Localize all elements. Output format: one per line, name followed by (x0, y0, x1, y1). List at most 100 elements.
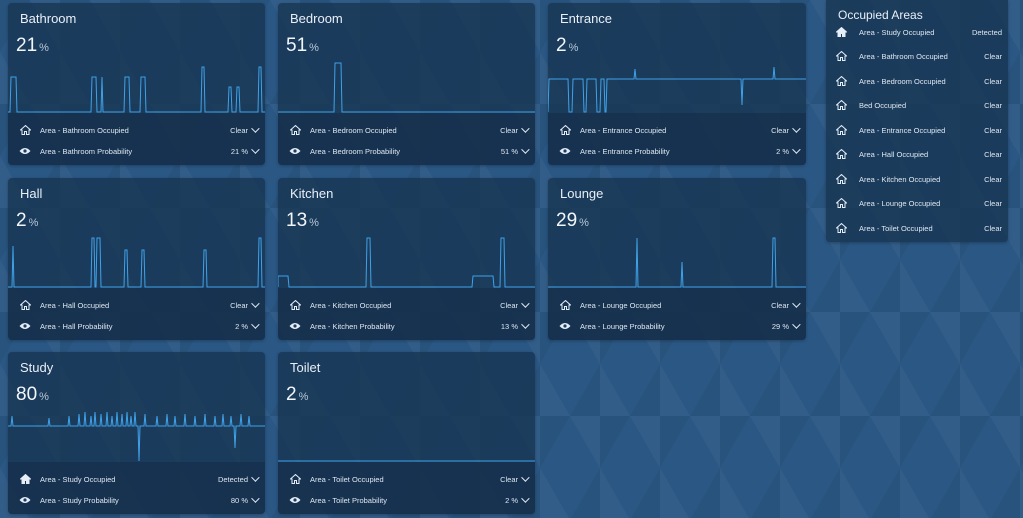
eye-icon (288, 144, 302, 158)
card-title: Toilet (290, 360, 321, 375)
history-graph (278, 237, 535, 288)
chevron-down-icon (521, 124, 530, 133)
occupied-area-row[interactable]: Area - Kitchen Occupied Clear (826, 171, 1008, 187)
history-graph (548, 66, 806, 113)
occupied-row[interactable]: Area - Bedroom Occupied Clear (278, 120, 535, 140)
occupied-row[interactable]: Area - Entrance Occupied Clear (548, 120, 806, 140)
occupied-row[interactable]: Area - Kitchen Occupied Clear (278, 295, 535, 315)
occupied-row[interactable]: Area - Study Occupied Detected (8, 469, 265, 489)
occupied-state[interactable]: Clear (230, 124, 260, 135)
occupied-row[interactable]: Area - Lounge Occupied Clear (548, 295, 806, 315)
area-card-hall[interactable]: Hall 2% Area - Hall Occupied Clear Area … (8, 178, 265, 340)
probability-state[interactable]: 13 % (501, 320, 530, 331)
probability-row[interactable]: Area - Lounge Probability 29 % (548, 316, 806, 336)
probability-label: Area - Bedroom Probability (310, 146, 401, 156)
probability-label: Area - Hall Probability (40, 321, 113, 331)
probability-row[interactable]: Area - Entrance Probability 2 % (548, 141, 806, 161)
occupied-row[interactable]: Area - Toilet Occupied Clear (278, 469, 535, 489)
area-card-lounge[interactable]: Lounge 29% Area - Lounge Occupied Clear … (548, 178, 806, 340)
card-title: Bedroom (290, 11, 343, 26)
occupied-label: Area - Lounge Occupied (580, 300, 662, 310)
home-icon (288, 472, 302, 486)
probability-label: Area - Toilet Probability (310, 495, 387, 505)
probability-row[interactable]: Area - Bedroom Probability 51 % (278, 141, 535, 161)
occupied-state[interactable]: Clear (500, 124, 530, 135)
probability-row[interactable]: Area - Study Probability 80 % (8, 490, 265, 510)
occupied-area-state: Clear (984, 76, 1002, 86)
occupied-area-label: Area - Bedroom Occupied (859, 76, 946, 86)
area-card-bedroom[interactable]: Bedroom 51% Area - Bedroom Occupied Clea… (278, 3, 535, 165)
probability-value: 2% (16, 210, 39, 231)
eye-icon (18, 493, 32, 507)
occupied-label: Area - Kitchen Occupied (310, 300, 392, 310)
area-card-entrance[interactable]: Entrance 2% Area - Entrance Occupied Cle… (548, 3, 806, 165)
chevron-down-icon (521, 145, 530, 154)
occupied-area-row[interactable]: Area - Toilet Occupied Clear (826, 220, 1008, 236)
occupied-area-label: Area - Toilet Occupied (859, 223, 933, 233)
probability-label: Area - Kitchen Probability (310, 321, 395, 331)
occupied-label: Area - Bedroom Occupied (310, 125, 397, 135)
occupied-area-state: Clear (984, 51, 1002, 61)
eye-icon (18, 144, 32, 158)
occupied-row[interactable]: Area - Bathroom Occupied Clear (8, 120, 265, 140)
card-title: Hall (20, 186, 43, 201)
probability-row[interactable]: Area - Kitchen Probability 13 % (278, 316, 535, 336)
probability-row[interactable]: Area - Bathroom Probability 21 % (8, 141, 265, 161)
chevron-down-icon (792, 145, 801, 154)
occupied-area-label: Area - Entrance Occupied (859, 125, 946, 135)
probability-label: Area - Study Probability (40, 495, 119, 505)
card-title: Bathroom (20, 11, 77, 26)
occupied-row[interactable]: Area - Hall Occupied Clear (8, 295, 265, 315)
probability-state[interactable]: 29 % (772, 320, 801, 331)
chevron-down-icon (521, 320, 530, 329)
area-card-kitchen[interactable]: Kitchen 13% Area - Kitchen Occupied Clea… (278, 178, 535, 340)
probability-state[interactable]: 80 % (231, 494, 260, 505)
chevron-down-icon (521, 494, 530, 503)
probability-row[interactable]: Area - Hall Probability 2 % (8, 316, 265, 336)
occupied-state[interactable]: Clear (230, 299, 260, 310)
home-icon (835, 26, 847, 38)
occupied-label: Area - Study Occupied (40, 474, 116, 484)
occupied-label: Area - Bathroom Occupied (40, 125, 129, 135)
probability-state[interactable]: 2 % (505, 494, 530, 505)
eye-icon (18, 319, 32, 333)
occupied-area-row[interactable]: Area - Bathroom Occupied Clear (826, 48, 1008, 64)
eye-icon (288, 319, 302, 333)
chevron-down-icon (251, 124, 260, 133)
area-card-bathroom[interactable]: Bathroom 21% Area - Bathroom Occupied Cl… (8, 3, 265, 165)
occupied-state[interactable]: Clear (771, 124, 801, 135)
occupied-area-state: Clear (984, 174, 1002, 184)
occupied-area-state: Clear (984, 149, 1002, 159)
home-icon (835, 124, 847, 136)
occupied-area-label: Area - Lounge Occupied (859, 198, 941, 208)
chevron-down-icon (521, 473, 530, 482)
card-title: Study (20, 360, 54, 375)
occupied-area-state: Detected (971, 27, 1002, 37)
chevron-down-icon (251, 494, 260, 503)
eye-icon (288, 493, 302, 507)
probability-state[interactable]: 21 % (231, 145, 260, 156)
occupied-area-row[interactable]: Area - Bedroom Occupied Clear (826, 73, 1008, 89)
home-icon (835, 75, 847, 87)
area-card-toilet[interactable]: Toilet 2% Area - Toilet Occupied Clear A… (278, 352, 535, 514)
chevron-down-icon (251, 299, 260, 308)
occupied-area-row[interactable]: Area - Lounge Occupied Clear (826, 195, 1008, 211)
card-title: Kitchen (290, 186, 334, 201)
occupied-state[interactable]: Detected (218, 473, 260, 484)
probability-state[interactable]: 51 % (501, 145, 530, 156)
occupied-area-row[interactable]: Bed Occupied Clear (826, 97, 1008, 113)
occupied-area-row[interactable]: Area - Entrance Occupied Clear (826, 122, 1008, 138)
home-icon (835, 173, 847, 185)
occupied-area-row[interactable]: Area - Study Occupied Detected (826, 24, 1008, 40)
probability-state[interactable]: 2 % (235, 320, 260, 331)
occupied-state[interactable]: Clear (500, 299, 530, 310)
occupied-state[interactable]: Clear (771, 299, 801, 310)
occupied-area-row[interactable]: Area - Hall Occupied Clear (826, 146, 1008, 162)
history-graph (548, 237, 806, 288)
occupied-state[interactable]: Clear (500, 473, 530, 484)
area-card-study[interactable]: Study 80% Area - Study Occupied Detected… (8, 352, 265, 514)
chevron-down-icon (792, 299, 801, 308)
probability-state[interactable]: 2 % (776, 145, 801, 156)
probability-row[interactable]: Area - Toilet Probability 2 % (278, 490, 535, 510)
probability-label: Area - Entrance Probability (580, 146, 670, 156)
